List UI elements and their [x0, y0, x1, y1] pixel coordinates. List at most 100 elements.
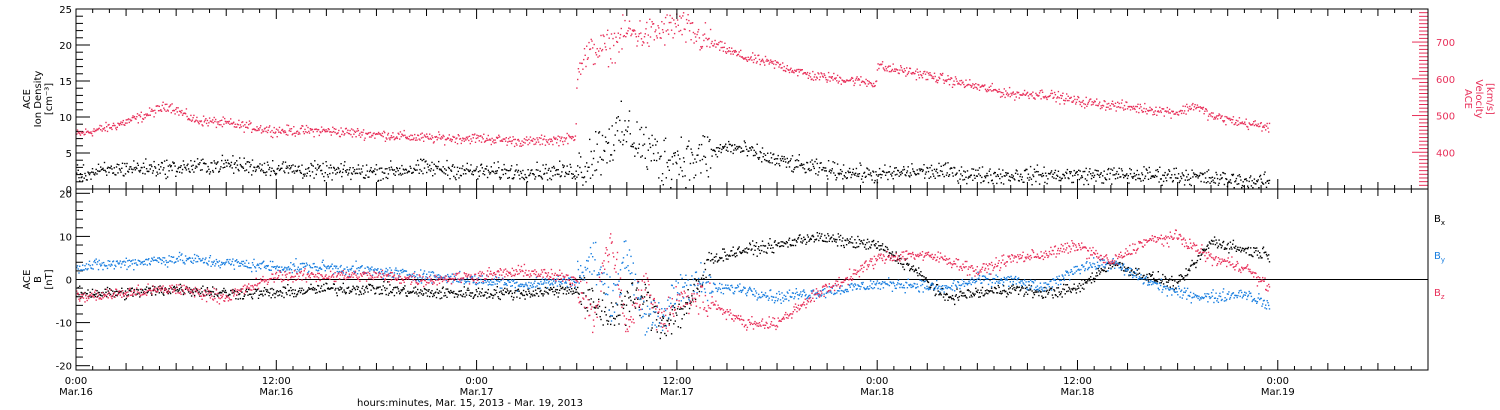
- density-point: [510, 165, 513, 167]
- density-point: [918, 173, 920, 175]
- velocity-point: [1141, 111, 1144, 113]
- density-point: [1115, 173, 1117, 175]
- velocity-point: [734, 51, 736, 53]
- series-Bx-point: [722, 248, 724, 250]
- series-Bx-point: [1254, 247, 1256, 249]
- density-point: [189, 171, 191, 173]
- velocity-point: [682, 12, 685, 14]
- series-Bx-point: [519, 297, 521, 299]
- velocity-point: [1038, 94, 1040, 97]
- density-point: [1253, 182, 1255, 184]
- series-Bx-point: [834, 238, 836, 241]
- density-point: [1157, 171, 1159, 173]
- density-point: [1222, 172, 1225, 174]
- series-Bx-point: [500, 290, 502, 292]
- velocity-point: [363, 139, 366, 141]
- series-Bx-point: [679, 327, 682, 329]
- velocity-point: [557, 135, 559, 137]
- density-point: [408, 170, 411, 173]
- velocity-point: [1053, 91, 1056, 94]
- series-Bx-point: [301, 287, 303, 289]
- velocity-point: [990, 85, 992, 87]
- velocity-point: [105, 121, 107, 124]
- series-Bx-point: [176, 289, 178, 291]
- density-point: [1216, 177, 1219, 180]
- velocity-point: [1171, 110, 1173, 112]
- density-point: [377, 179, 380, 182]
- series-Bx-point: [237, 298, 239, 300]
- velocity-point: [990, 90, 993, 92]
- velocity-point: [399, 131, 402, 133]
- series-Bx-point: [559, 289, 561, 291]
- series-Bx-point: [661, 319, 663, 321]
- velocity-point: [495, 141, 497, 144]
- velocity-point: [1153, 111, 1155, 113]
- series-Bx-point: [371, 285, 374, 287]
- density-point: [1101, 182, 1103, 184]
- velocity-point: [1047, 96, 1049, 98]
- density-point: [764, 154, 767, 156]
- density-point: [245, 163, 247, 165]
- series-Bx-point: [985, 292, 987, 294]
- series-Bx-point: [439, 297, 441, 300]
- series-Bx-point: [845, 239, 847, 242]
- series-Bx-point: [676, 314, 678, 316]
- density-point: [287, 167, 289, 169]
- density-point: [992, 182, 994, 185]
- series-Bx-point: [759, 252, 761, 255]
- series-Bx-point: [184, 288, 187, 290]
- velocity-point: [1151, 109, 1153, 111]
- series-Bx-point: [548, 288, 550, 291]
- series-Bx-point: [432, 293, 435, 295]
- density-point: [938, 162, 940, 165]
- velocity-point: [610, 58, 612, 60]
- series-Bx-point: [645, 287, 647, 289]
- series-Bx-point: [281, 292, 284, 294]
- density-point: [227, 159, 229, 161]
- density-point: [273, 170, 275, 173]
- series-Bx-point: [1040, 291, 1042, 293]
- series-By-point: [127, 266, 130, 268]
- velocity-point: [1268, 122, 1271, 125]
- series-By-point: [118, 262, 121, 264]
- density-point: [241, 166, 243, 168]
- velocity-point: [550, 140, 552, 143]
- density-point: [341, 171, 344, 174]
- density-point: [909, 176, 911, 178]
- series-Bx-point: [323, 283, 325, 286]
- density-point: [346, 169, 348, 171]
- velocity-point: [1013, 93, 1015, 95]
- density-point: [137, 164, 139, 166]
- left-axis-label: ACE Ion Density [cm⁻³]: [22, 71, 55, 128]
- density-point: [973, 174, 975, 177]
- density-point: [324, 172, 326, 174]
- density-point: [596, 143, 598, 145]
- density-point: [996, 182, 998, 185]
- density-point: [234, 162, 236, 164]
- density-point: [270, 170, 272, 173]
- density-point: [443, 172, 445, 174]
- velocity-point: [740, 56, 743, 58]
- density-point: [825, 170, 827, 172]
- velocity-point: [1067, 95, 1069, 97]
- velocity-point: [152, 110, 154, 112]
- density-point: [1088, 171, 1090, 173]
- density-point: [531, 173, 534, 175]
- density-point: [586, 170, 589, 172]
- velocity-point: [461, 139, 463, 142]
- series-Bx-point: [969, 296, 971, 298]
- series-Bx-point: [270, 297, 272, 299]
- density-point: [569, 163, 571, 166]
- series-Bx-point: [928, 286, 930, 288]
- density-point: [84, 172, 86, 175]
- velocity-point: [516, 144, 518, 146]
- velocity-point: [693, 42, 695, 44]
- density-point: [882, 170, 885, 172]
- velocity-point: [546, 140, 548, 143]
- velocity-point: [1167, 110, 1169, 112]
- velocity-point: [1234, 123, 1236, 125]
- velocity-point: [76, 129, 79, 131]
- density-point: [826, 175, 828, 177]
- series-Bx-point: [1038, 294, 1040, 297]
- density-point: [482, 173, 484, 175]
